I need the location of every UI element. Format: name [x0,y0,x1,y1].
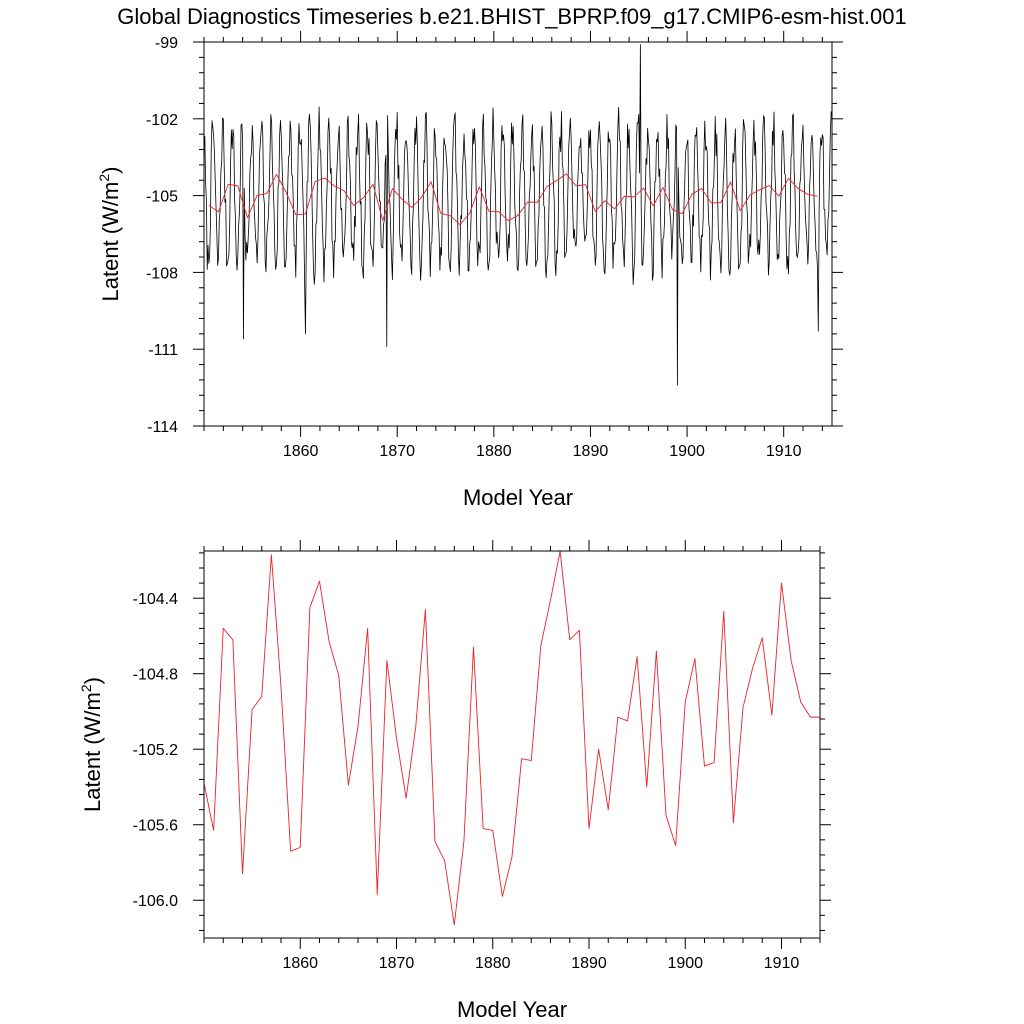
y-tick-label: -102 [146,112,178,129]
y-tick-label: -114 [147,419,178,436]
figure-title: Global Diagnostics Timeseries b.e21.BHIS… [117,4,907,29]
x-tick-label: 1880 [476,443,512,460]
x-tick-label: 1860 [282,955,318,972]
y-tick-label: -104.8 [133,667,178,684]
series-line-annual-mean [204,551,820,926]
x-axis-title: Model Year [457,997,567,1022]
x-tick-label: 1870 [379,955,415,972]
x-tick-label: 1890 [571,955,607,972]
x-tick-label: 1910 [764,955,800,972]
y-tick-label: -105.2 [133,742,178,759]
y-tick-label: -104.4 [133,591,178,608]
top-chart-panel: 1860 1870 1880 1890 1900 1910 -114 -111 -108 -105… [96,31,843,510]
x-tick-label: 1910 [766,443,802,460]
bottom-chart-panel: 1860 1870 1880 1890 1900 1910 -106.0 -105.6 -105… [78,540,831,1022]
x-axis-title: Model Year [463,485,573,510]
y-axis-title: Latent (W/m2) [96,167,123,302]
y-tick-label: -106.0 [133,893,178,910]
x-tick-label: 1900 [667,955,703,972]
y-tick-label: -105 [146,189,178,206]
x-tick-label: 1860 [283,443,319,460]
series-line-monthly [204,44,832,386]
y-tick-label: -105.6 [133,818,178,835]
y-tick-label: -99 [155,35,178,52]
y-tick-label: -111 [148,342,178,359]
series-line-annual-mean [208,173,818,225]
y-tick-label: -108 [146,265,178,282]
plot-frame [203,41,833,427]
x-tick-label: 1890 [573,443,609,460]
x-tick-label: 1880 [475,955,511,972]
x-tick-label: 1900 [669,443,705,460]
x-tick-label: 1870 [379,443,415,460]
y-axis-title: Latent (W/m2) [78,677,105,812]
